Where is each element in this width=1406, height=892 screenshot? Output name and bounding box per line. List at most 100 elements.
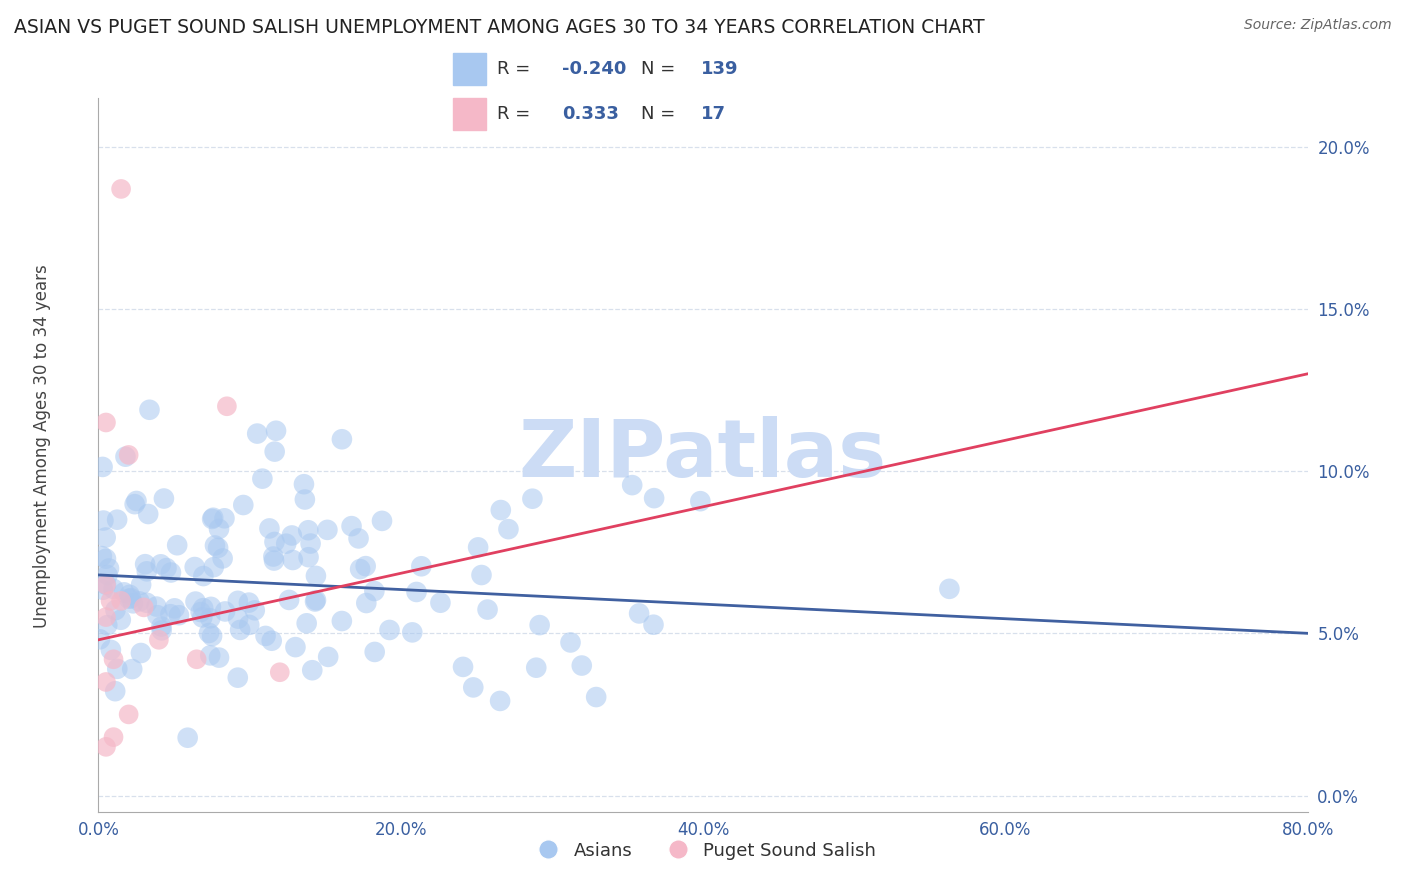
Point bbox=[264, 424, 287, 438]
Text: N =: N = bbox=[641, 105, 675, 123]
Bar bbox=[453, 53, 486, 85]
Point bbox=[94, 416, 117, 430]
Point bbox=[401, 625, 423, 640]
Point bbox=[330, 614, 353, 628]
Point bbox=[118, 707, 141, 722]
Text: R =: R = bbox=[498, 60, 530, 78]
Point bbox=[411, 559, 433, 574]
Point bbox=[297, 550, 319, 565]
Point bbox=[96, 568, 118, 582]
Point bbox=[489, 503, 512, 517]
Point bbox=[689, 494, 711, 508]
Point bbox=[118, 588, 141, 602]
Point bbox=[204, 538, 226, 552]
Point bbox=[94, 577, 117, 591]
Point bbox=[316, 523, 339, 537]
Point bbox=[98, 561, 121, 575]
Point bbox=[451, 660, 474, 674]
Point bbox=[186, 652, 208, 666]
Point bbox=[246, 426, 269, 441]
Point bbox=[363, 584, 385, 599]
Point bbox=[198, 626, 221, 640]
Point bbox=[585, 690, 607, 704]
Point bbox=[238, 596, 260, 610]
Point bbox=[94, 739, 117, 754]
Point bbox=[134, 557, 156, 571]
Point bbox=[129, 646, 152, 660]
Point bbox=[94, 551, 117, 566]
Point bbox=[643, 617, 665, 632]
Point bbox=[215, 399, 238, 413]
Point bbox=[150, 624, 173, 638]
Point bbox=[232, 498, 254, 512]
Point bbox=[200, 611, 222, 625]
Point bbox=[226, 612, 249, 626]
Bar bbox=[453, 98, 486, 130]
Text: N =: N = bbox=[641, 60, 675, 78]
Point bbox=[91, 582, 114, 597]
Point bbox=[295, 616, 318, 631]
Point bbox=[260, 633, 283, 648]
Point bbox=[269, 665, 291, 680]
Point bbox=[110, 613, 132, 627]
Point bbox=[135, 565, 157, 579]
Point bbox=[254, 629, 277, 643]
Point bbox=[281, 528, 304, 542]
Point bbox=[202, 510, 225, 524]
Text: -0.240: -0.240 bbox=[562, 60, 626, 78]
Point bbox=[105, 513, 128, 527]
Point bbox=[643, 491, 665, 505]
Point bbox=[200, 648, 222, 663]
Point bbox=[153, 491, 176, 506]
Point bbox=[146, 608, 169, 623]
Point bbox=[263, 535, 285, 549]
Text: 17: 17 bbox=[700, 105, 725, 123]
Text: ASIAN VS PUGET SOUND SALISH UNEMPLOYMENT AMONG AGES 30 TO 34 YEARS CORRELATION C: ASIAN VS PUGET SOUND SALISH UNEMPLOYMENT… bbox=[14, 18, 984, 37]
Point bbox=[214, 511, 236, 525]
Point bbox=[200, 599, 222, 614]
Point bbox=[621, 478, 644, 492]
Text: Source: ZipAtlas.com: Source: ZipAtlas.com bbox=[1244, 18, 1392, 32]
Point bbox=[135, 596, 157, 610]
Point bbox=[208, 650, 231, 665]
Point bbox=[522, 491, 544, 506]
Text: ZIPatlas: ZIPatlas bbox=[519, 416, 887, 494]
Point bbox=[201, 629, 224, 643]
Point bbox=[94, 531, 117, 545]
Point bbox=[150, 619, 173, 633]
Point bbox=[155, 561, 177, 575]
Point bbox=[138, 402, 160, 417]
Point bbox=[405, 585, 427, 599]
Point bbox=[91, 459, 114, 474]
Text: R =: R = bbox=[498, 105, 530, 123]
Point bbox=[129, 577, 152, 591]
Point bbox=[193, 569, 215, 583]
Point bbox=[214, 604, 236, 618]
Point bbox=[263, 444, 285, 458]
Point bbox=[229, 623, 252, 637]
Point bbox=[463, 681, 485, 695]
Point bbox=[252, 472, 274, 486]
Point bbox=[145, 599, 167, 614]
Point bbox=[301, 663, 323, 677]
Point bbox=[628, 607, 651, 621]
Point bbox=[103, 730, 125, 744]
Point bbox=[470, 568, 492, 582]
Point bbox=[529, 618, 551, 632]
Point bbox=[184, 594, 207, 608]
Point bbox=[183, 560, 205, 574]
Point bbox=[149, 558, 172, 572]
Point bbox=[489, 694, 512, 708]
Point bbox=[121, 662, 143, 676]
Point bbox=[276, 537, 298, 551]
Point bbox=[94, 577, 117, 591]
Point bbox=[356, 596, 378, 610]
Point bbox=[167, 608, 190, 623]
Point bbox=[128, 594, 150, 608]
Point bbox=[94, 675, 117, 690]
Point bbox=[226, 671, 249, 685]
Point bbox=[938, 582, 960, 596]
Point bbox=[207, 541, 229, 555]
Point bbox=[94, 610, 117, 624]
Point bbox=[524, 661, 547, 675]
